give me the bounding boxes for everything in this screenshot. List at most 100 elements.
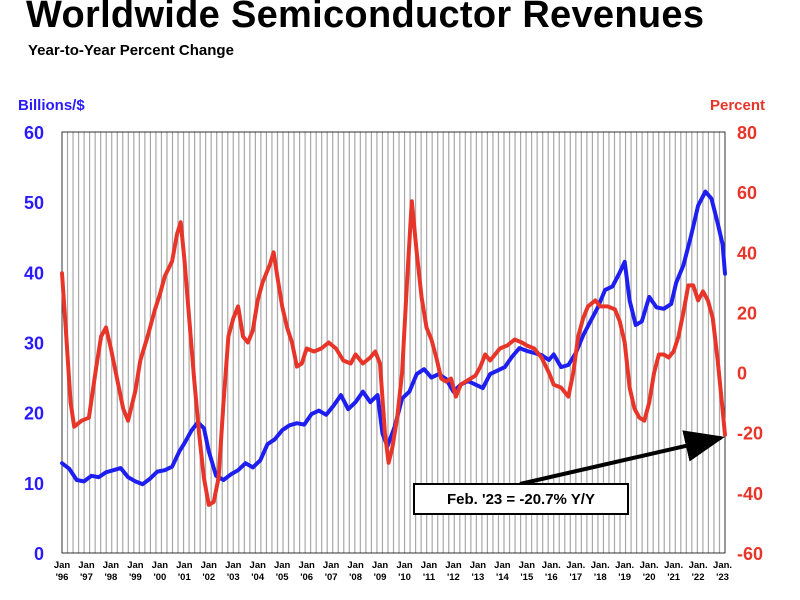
x-tick-label-month: Jan (152, 560, 169, 571)
x-tick: Jan'00 (152, 560, 169, 583)
x-tick-label-year: '17 (569, 572, 582, 583)
annotation-text: Feb. '23 = -20.7% Y/Y (447, 491, 595, 508)
percent-series-line (60, 199, 727, 507)
x-tick-label-month: Jan (298, 560, 315, 571)
x-tick-label-month: Jan. (713, 560, 732, 571)
x-tick-label-year: '21 (667, 572, 681, 583)
x-tick-label-year: '11 (423, 572, 436, 583)
x-tick-label-month: Jan (494, 560, 511, 571)
x-tick-label-month: Jan. (615, 560, 634, 571)
right-tick-label: 20 (737, 303, 757, 323)
x-tick: Jan'98 (103, 560, 120, 583)
x-tick: Jan.'19 (615, 560, 634, 583)
x-tick: Jan.'21 (664, 560, 683, 583)
x-tick-label-month: Jan (54, 560, 71, 571)
left-axis-ticks: 0 10 20 30 40 50 60 (24, 123, 44, 564)
x-tick: Jan'02 (201, 560, 218, 583)
x-tick-label-month: Jan. (664, 560, 683, 571)
right-tick-label: 0 (737, 364, 747, 384)
left-axis-title: Billions/$ (18, 97, 85, 114)
x-tick: Jan'04 (250, 560, 267, 583)
x-tick-label-month: Jan. (689, 560, 708, 571)
x-tick-label-year: '23 (716, 572, 729, 583)
x-tick: Jan'06 (298, 560, 315, 583)
x-tick-label-year: '01 (178, 572, 192, 583)
annotation: Feb. '23 = -20.7% Y/Y (413, 430, 725, 515)
right-tick-label: -20 (737, 424, 763, 444)
left-tick-label: 60 (24, 123, 44, 143)
x-tick: Jan'14 (494, 560, 511, 583)
series-layer (60, 189, 727, 507)
x-tick-label-year: '20 (643, 572, 656, 583)
x-tick-label-year: '19 (618, 572, 631, 583)
right-tick-label: -60 (737, 544, 763, 564)
left-tick-label: 40 (24, 263, 44, 283)
x-tick-label-month: Jan (372, 560, 389, 571)
chart-subtitle: Year-to-Year Percent Change (28, 42, 234, 59)
x-tick: Jan.'23 (713, 560, 732, 583)
right-tick-label: 40 (737, 243, 757, 263)
x-tick-label-month: Jan. (566, 560, 585, 571)
x-tick-label-year: '14 (496, 572, 510, 583)
x-tick-label-month: Jan (274, 560, 291, 571)
annotation-box (413, 483, 629, 515)
annotation-arrow (519, 430, 725, 486)
x-tick: Jan'12 (445, 560, 462, 583)
x-tick: Jan'10 (396, 560, 413, 583)
chart-title: Worldwide Semiconductor Revenues (26, 0, 705, 36)
right-axis-title: Percent (710, 97, 765, 114)
x-tick-label-year: '05 (276, 572, 290, 583)
x-tick: Jan'05 (274, 560, 291, 583)
x-tick-label-year: '03 (227, 572, 240, 583)
x-tick-label-month: Jan (225, 560, 242, 571)
x-tick-label-year: '04 (251, 572, 265, 583)
x-tick: Jan'09 (372, 560, 389, 583)
x-tick-label-month: Jan (127, 560, 144, 571)
x-tick: Jan'11 (421, 560, 438, 583)
x-tick-label-month: Jan (103, 560, 120, 571)
x-tick-label-month: Jan (323, 560, 340, 571)
left-tick-label: 10 (24, 474, 44, 494)
x-tick: Jan.'16 (542, 560, 561, 583)
x-tick: Jan'07 (323, 560, 340, 583)
x-tick-label-year: '98 (105, 572, 118, 583)
x-tick-label-year: '16 (545, 572, 558, 583)
x-tick-label-year: '96 (56, 572, 69, 583)
x-tick: Jan'99 (127, 560, 144, 583)
x-tick-label-month: Jan (250, 560, 267, 571)
x-tick-label-year: '12 (447, 572, 460, 583)
x-tick-label-month: Jan (396, 560, 413, 571)
x-tick-label-year: '07 (325, 572, 338, 583)
x-tick-label-year: '13 (471, 572, 484, 583)
x-tick-label-year: '00 (153, 572, 166, 583)
x-tick: Jan'15 (519, 560, 536, 583)
left-tick-label: 20 (24, 404, 44, 424)
x-tick: Jan.'20 (640, 560, 659, 583)
left-tick-label: 30 (24, 334, 44, 354)
x-tick: Jan.'17 (566, 560, 585, 583)
x-tick-label-year: '15 (520, 572, 534, 583)
x-tick-label-year: '22 (692, 572, 705, 583)
x-tick: Jan'96 (54, 560, 71, 583)
x-tick-label-month: Jan. (640, 560, 659, 571)
x-tick: Jan'03 (225, 560, 242, 583)
x-tick: Jan'13 (470, 560, 487, 583)
x-tick-label-year: '10 (398, 572, 411, 583)
x-tick: Jan'97 (78, 560, 95, 583)
x-axis-ticks: Jan'96Jan'97Jan'98Jan'99Jan'00Jan'01Jan'… (54, 560, 732, 583)
x-tick-label-year: '18 (594, 572, 607, 583)
x-tick-label-month: Jan (176, 560, 193, 571)
left-tick-label: 50 (24, 193, 44, 213)
x-tick: Jan.'22 (689, 560, 708, 583)
x-tick-label-year: '09 (374, 572, 387, 583)
right-tick-label: 80 (737, 123, 757, 143)
x-tick: Jan.'18 (591, 560, 610, 583)
x-tick-label-month: Jan (78, 560, 95, 571)
x-tick-label-year: '97 (80, 572, 93, 583)
right-axis-ticks: -60 -40 -20 0 20 40 60 80 (737, 123, 763, 564)
x-tick-label-year: '02 (202, 572, 215, 583)
x-tick-label-month: Jan (201, 560, 218, 571)
x-tick: Jan'08 (347, 560, 364, 583)
right-tick-label: -40 (737, 484, 763, 504)
